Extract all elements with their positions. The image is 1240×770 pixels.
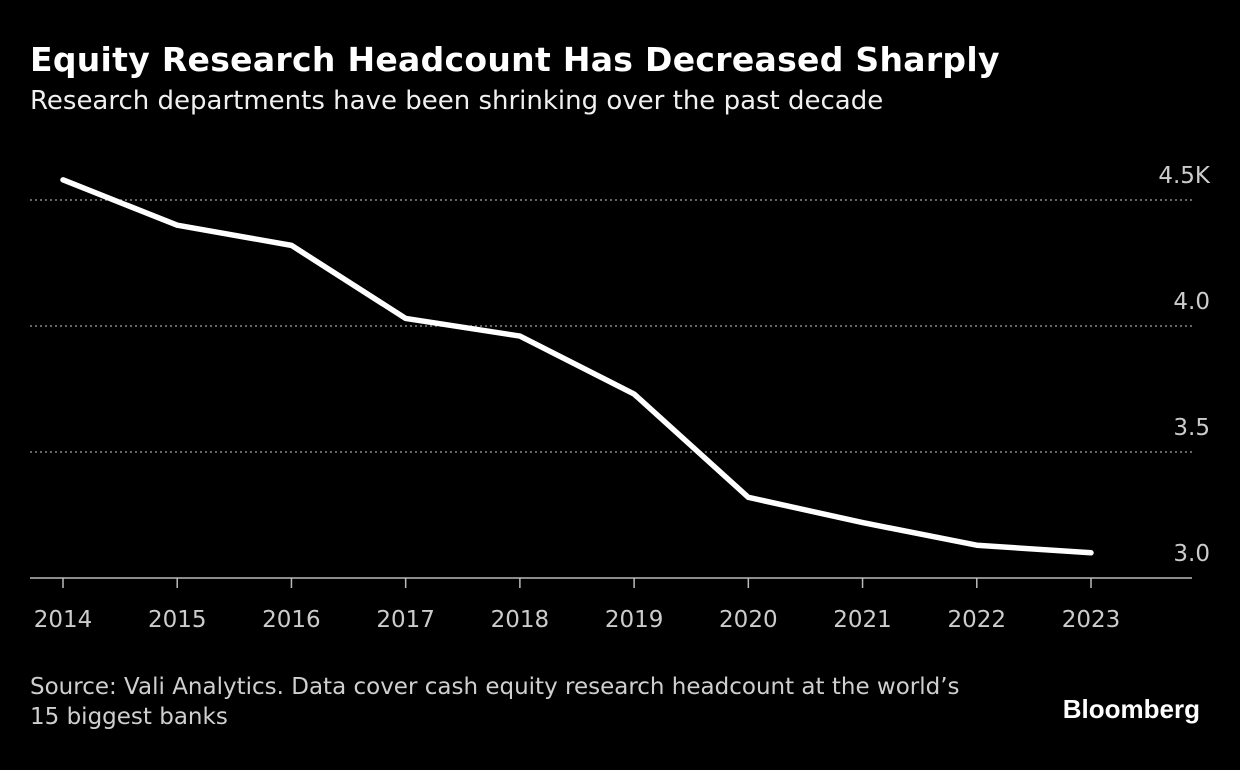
x-tick-label: 2023 <box>1062 607 1121 633</box>
chart-title: Equity Research Headcount Has Decreased … <box>30 40 1000 79</box>
source-note: Source: Vali Analytics. Data cover cash … <box>30 674 960 730</box>
y-tick-label: 4.0 <box>1173 289 1210 315</box>
x-tick-label: 2021 <box>833 607 892 633</box>
x-tick-label: 2014 <box>34 607 93 633</box>
headcount-line <box>60 177 1094 556</box>
y-tick-label: 3.5 <box>1173 415 1210 441</box>
y-tick-label: 3.0 <box>1173 541 1210 567</box>
x-tick-label: 2017 <box>376 607 435 633</box>
x-tick-label: 2018 <box>491 607 550 633</box>
x-tick-label: 2019 <box>605 607 664 633</box>
x-tick-label: 2015 <box>148 607 207 633</box>
bloomberg-logo: Bloomberg <box>1062 694 1200 724</box>
x-tick-label: 2022 <box>948 607 1007 633</box>
x-tick-label: 2020 <box>719 607 778 633</box>
y-tick-label: 4.5K <box>1158 163 1211 189</box>
x-tick-label: 2016 <box>262 607 321 633</box>
chart-subtitle: Research departments have been shrinking… <box>30 86 884 116</box>
